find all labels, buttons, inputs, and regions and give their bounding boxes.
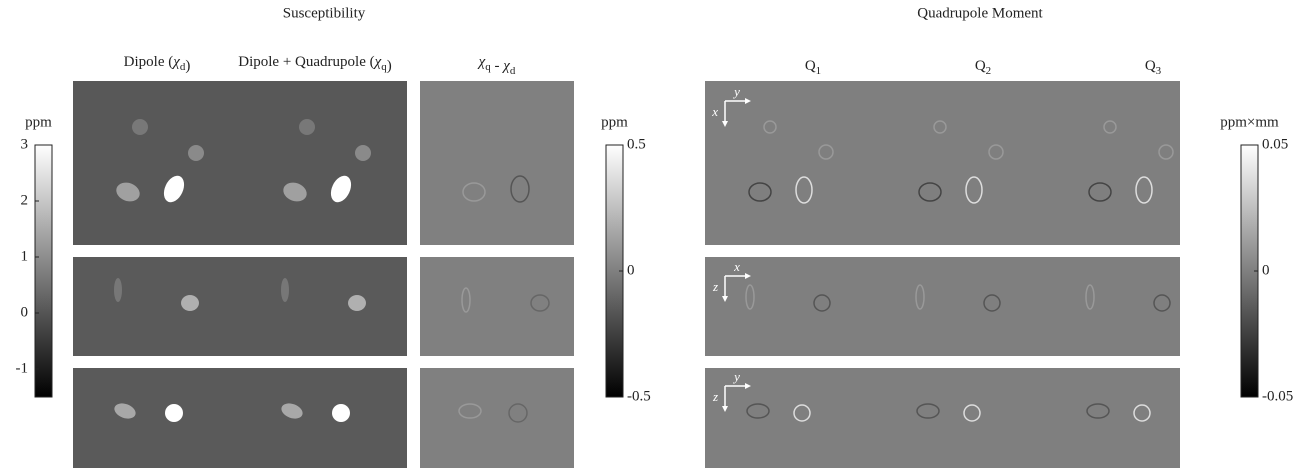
quadrupole-images	[705, 81, 1180, 468]
colorbar-unit: ppm	[601, 114, 628, 130]
label-part: Dipole (	[124, 54, 174, 70]
difference-images	[420, 81, 574, 468]
label-part: 1	[816, 65, 822, 77]
column-label: Q1	[805, 58, 821, 76]
column-label: Q2	[975, 58, 991, 76]
tick-label: -0.5	[627, 388, 651, 404]
figure: Susceptibility Quadrupole Moment	[0, 0, 1314, 470]
column-label: Dipole (χd)	[124, 54, 191, 74]
tick-label: -1	[16, 360, 29, 376]
section-title: Quadrupole Moment	[917, 5, 1043, 21]
colorbar-unit: ppm×mm	[1220, 114, 1279, 130]
label-part: Q	[805, 58, 816, 74]
label-part: 3	[1156, 65, 1162, 77]
section-title: Susceptibility	[283, 5, 366, 21]
axis-label: y	[732, 84, 740, 99]
column-label: Dipole + Quadrupole (χq)	[238, 54, 391, 74]
colorbar-unit: ppm	[25, 114, 52, 130]
axis-label: z	[712, 389, 718, 404]
tick-label: 0	[627, 262, 635, 278]
label-part: Dipole + Quadrupole (	[238, 54, 374, 70]
tick-label: 3	[21, 136, 29, 152]
axis-label: x	[733, 259, 740, 274]
column-label: χq - χd	[477, 54, 516, 76]
tick-label: 0	[21, 304, 29, 320]
axis-label: x	[711, 104, 718, 119]
axis-label: z	[712, 279, 718, 294]
axis-label: y	[732, 369, 740, 384]
label-part: Q	[1145, 58, 1156, 74]
tick-label: 0	[1262, 262, 1270, 278]
label-part: Q	[975, 58, 986, 74]
label-part: -	[491, 58, 504, 74]
tick-label: 1	[21, 248, 29, 264]
label-part: )	[185, 58, 190, 74]
tick-label: 2	[21, 192, 29, 208]
tick-label: 0.05	[1262, 136, 1288, 152]
tick-label: 0.5	[627, 136, 646, 152]
tick-label: -0.05	[1262, 388, 1293, 404]
colorbar	[35, 145, 52, 397]
label-part: d	[510, 65, 516, 77]
column-label: Q3	[1145, 58, 1162, 76]
susceptibility-images	[73, 81, 407, 468]
label-part: 2	[986, 65, 992, 77]
label-part: )	[387, 58, 392, 74]
